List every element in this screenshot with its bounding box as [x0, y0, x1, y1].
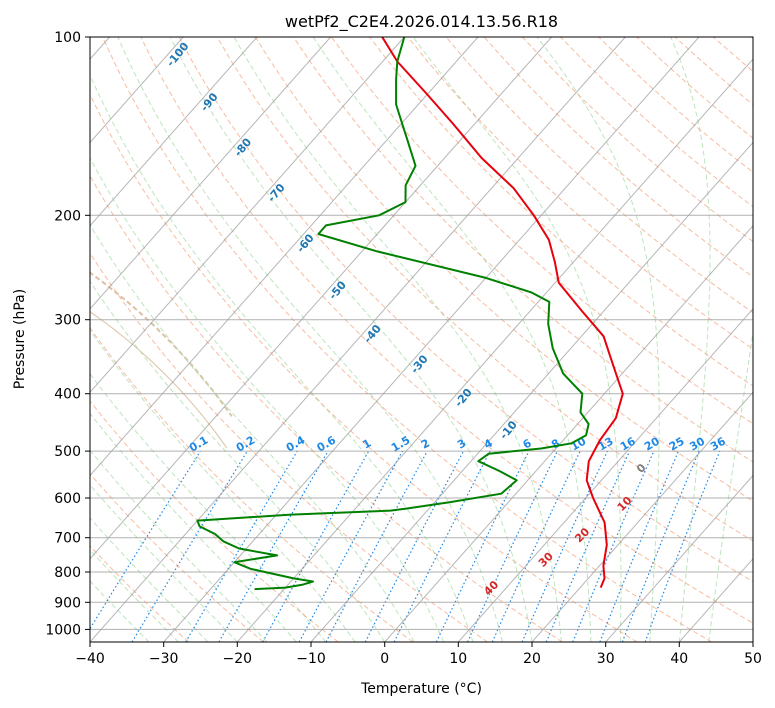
- isotherm-line: [163, 37, 700, 642]
- dry-adiabat-line: [90, 93, 638, 642]
- isotherm-line: [90, 37, 331, 310]
- isotherm-grid: [90, 37, 753, 642]
- moist-adiabat-line: [90, 157, 445, 642]
- dry-adiabat-line: [90, 174, 563, 642]
- y-tick-label: 400: [54, 387, 81, 403]
- x-tick-label: 0: [380, 651, 389, 667]
- x-tick-label: −20: [223, 651, 253, 667]
- y-tick-label: 900: [54, 595, 81, 611]
- isotherm-line: [605, 474, 753, 642]
- isotherm-line: [90, 37, 258, 227]
- isotherm-line: [236, 58, 753, 642]
- profile-series: [196, 37, 624, 591]
- moist-adiabat-line: [90, 74, 474, 642]
- moist-adiabat-line: [90, 373, 327, 642]
- moist-adiabat-line: [412, 37, 622, 642]
- moist-adiabat-line: [233, 37, 562, 642]
- mixing-ratio-line: [621, 450, 700, 642]
- moist-adiabat-line: [90, 484, 238, 642]
- dry-adiabat-line: [90, 400, 339, 642]
- isotherm-line: [310, 141, 753, 642]
- dry-adiabat-line: [407, 37, 753, 350]
- isotherm-line: [90, 37, 405, 393]
- moist-adiabat-line: [169, 37, 533, 642]
- x-tick-label: 20: [523, 651, 541, 667]
- moist-adiabat-line: [90, 449, 268, 642]
- moist-adiabat-line: [670, 37, 711, 642]
- isotherm-line: [384, 224, 753, 642]
- y-tick-label: 1000: [45, 622, 81, 638]
- x-axis-label: Temperature (°C): [360, 681, 482, 697]
- curved-reference-lines: [90, 271, 233, 449]
- x-tick-label: 40: [670, 651, 688, 667]
- mixing-ratio-line: [298, 450, 404, 642]
- mixing-ratio-line: [262, 450, 370, 642]
- mixing-ratio-line: [521, 450, 609, 642]
- chart-title: wetPf2_C2E4.2026.014.13.56.R18: [285, 12, 558, 32]
- temperature-profile-line: [381, 37, 624, 588]
- y-tick-label: 300: [54, 313, 81, 329]
- dry-adiabat-line: [140, 37, 753, 624]
- mixing-ratio-line: [545, 450, 631, 642]
- moist-adiabat-line: [90, 517, 209, 642]
- isotherm-line: [90, 37, 184, 144]
- y-axis-label: Pressure (hPa): [12, 289, 28, 389]
- isotherm-line: [90, 37, 479, 477]
- dry-adiabat-line: [102, 37, 712, 642]
- y-tick-label: 600: [54, 491, 81, 507]
- moist-adiabat-line: [90, 329, 356, 642]
- x-tick-label: 50: [744, 651, 762, 667]
- mixing-ratio-line: [325, 450, 428, 642]
- dewpoint-profile-line: [196, 37, 590, 591]
- moist-adiabat-line: [536, 37, 660, 642]
- dry-adiabat-line: [178, 37, 753, 583]
- x-tick-label: −10: [296, 651, 326, 667]
- mixing-ratio-line: [572, 450, 655, 642]
- isotherm-line: [90, 37, 626, 642]
- y-tick-label: 700: [54, 531, 81, 547]
- mixing-ratio-line: [644, 450, 721, 642]
- moist-adiabat-line: [90, 280, 386, 642]
- x-tick-label: −30: [149, 651, 179, 667]
- mixing-ratio-line: [599, 450, 680, 642]
- x-tick-label: 30: [597, 651, 615, 667]
- y-tick-label: 500: [54, 444, 81, 460]
- curved-reference-line: [90, 271, 233, 417]
- isobar-grid: [90, 37, 753, 630]
- y-tick-label: 800: [54, 565, 81, 581]
- y-tick-label: 100: [54, 30, 81, 46]
- y-tick-label: 200: [54, 208, 81, 224]
- moist-adiabat-line: [90, 549, 179, 642]
- x-axis-ticks: −40 −30 −20 −10 0 10 20 30 40 50: [75, 642, 762, 667]
- dry-adiabat-line: [369, 37, 753, 387]
- moist-adiabat-line: [117, 37, 503, 642]
- y-axis-ticks: 100 200 300 400 500 600 700 800 900 1000: [45, 30, 90, 638]
- x-tick-label: 10: [449, 651, 467, 667]
- isotherm-line: [90, 37, 552, 560]
- moist-adiabat-line: [90, 412, 297, 642]
- mixing-ratio-line: [393, 450, 491, 642]
- dry-adiabat-line: [292, 37, 753, 463]
- dry-adiabat-line: [90, 252, 488, 642]
- curved-reference-line: [90, 311, 228, 449]
- isotherm-line: [457, 308, 753, 642]
- plot-frame: [89, 36, 754, 643]
- isotherm-line: [531, 391, 753, 642]
- dry-adiabat-line: [90, 472, 264, 642]
- dry-adiabat-line: [254, 37, 753, 502]
- x-tick-label: −40: [75, 651, 105, 667]
